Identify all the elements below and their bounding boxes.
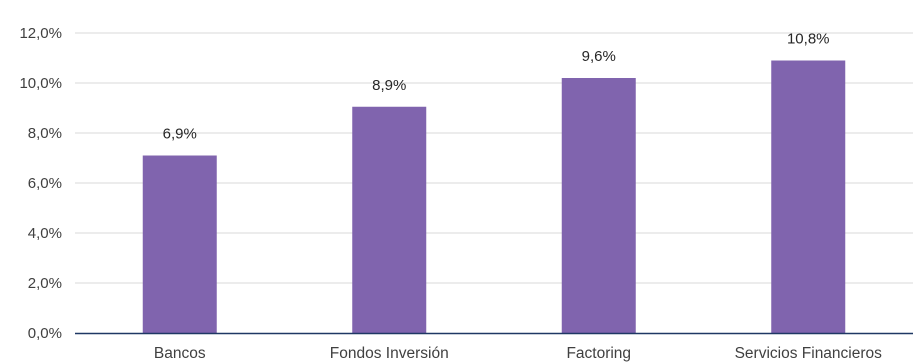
y-tick-label: 8,0% bbox=[28, 125, 62, 142]
y-tick-label: 2,0% bbox=[28, 275, 62, 292]
data-label: 8,9% bbox=[372, 77, 406, 94]
x-axis-categories: Bancos Fondos Inversión Factoring Servicios… bbox=[154, 345, 882, 362]
data-label: 9,6% bbox=[582, 48, 616, 65]
category-label: Bancos bbox=[154, 345, 206, 362]
y-tick-label: 0,0% bbox=[28, 325, 62, 342]
data-labels: 6,9% 8,9% 9,6% 10,8% bbox=[163, 31, 830, 143]
y-tick-label: 6,0% bbox=[28, 175, 62, 192]
bar-0 bbox=[142, 155, 217, 333]
data-label: 10,8% bbox=[787, 31, 830, 48]
bar-3 bbox=[771, 60, 846, 333]
bar-1 bbox=[352, 106, 427, 333]
bars bbox=[142, 60, 846, 333]
bar-2 bbox=[561, 78, 636, 333]
y-tick-label: 4,0% bbox=[28, 225, 62, 242]
category-label: Servicios Financieros bbox=[735, 345, 883, 362]
category-label: Factoring bbox=[566, 345, 631, 362]
data-label: 6,9% bbox=[163, 126, 197, 143]
y-tick-label: 12,0% bbox=[19, 25, 62, 42]
y-axis-ticks: 0,0% 2,0% 4,0% 6,0% 8,0% 10,0% 12,0% bbox=[19, 25, 62, 342]
y-tick-label: 10,0% bbox=[19, 75, 62, 92]
category-label: Fondos Inversión bbox=[330, 345, 449, 362]
